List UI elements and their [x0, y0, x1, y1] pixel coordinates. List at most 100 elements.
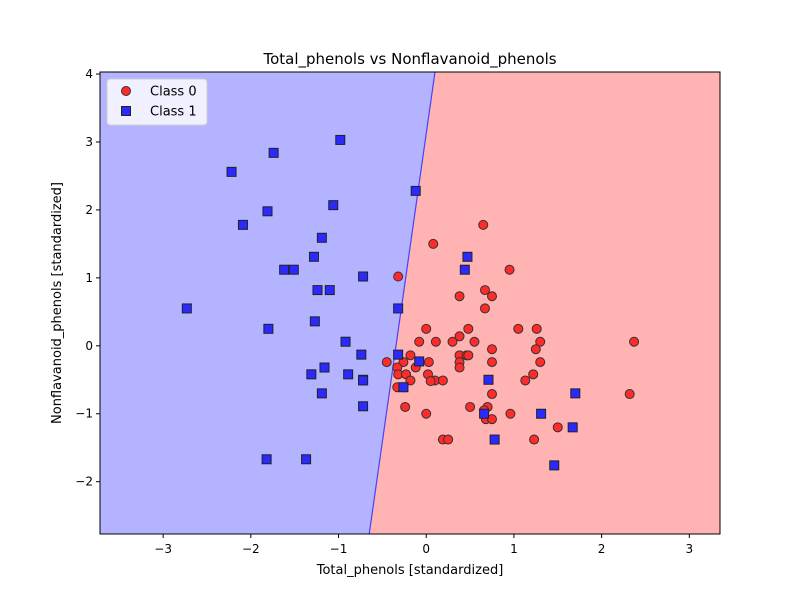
x-tick-label: 0: [422, 542, 430, 556]
class-0-point: [423, 357, 434, 368]
class-0-point: [465, 401, 476, 412]
legend-label: Class 0: [150, 85, 197, 100]
class-1-point: [335, 134, 346, 145]
class-1-point: [316, 232, 327, 243]
class-0-point: [463, 350, 474, 361]
class-0-point: [504, 264, 515, 275]
class-1-point: [279, 264, 290, 275]
class-1-point: [263, 323, 274, 334]
class-1-point: [479, 408, 490, 419]
class-0-point: [624, 389, 635, 400]
class-1-point: [414, 356, 425, 367]
class-0-point: [479, 303, 490, 314]
y-tick-label: 1: [85, 271, 93, 285]
class-1-point: [268, 147, 279, 158]
class-1-point: [358, 375, 369, 386]
class-0-point: [478, 219, 489, 230]
class-0-point: [398, 357, 409, 368]
class-1-point: [181, 303, 192, 314]
legend-marker-class-0: [121, 86, 131, 96]
class-1-point: [489, 434, 500, 445]
class-1-point: [301, 454, 312, 465]
plot-frame: [99, 71, 721, 535]
class-0-point: [421, 408, 432, 419]
class-0-point: [414, 336, 425, 347]
y-tick-label: 2: [85, 203, 93, 217]
class-0-point: [513, 323, 524, 334]
y-axis-ticks: −2 −1 0 1 2 3 4: [75, 67, 100, 489]
class-0-point: [421, 323, 432, 334]
class-1-point: [398, 382, 409, 393]
class-1-point: [324, 285, 335, 296]
class-1-point: [308, 251, 319, 262]
class-0-point: [531, 323, 542, 334]
class-1-point: [358, 401, 369, 412]
decision-regions: [100, 72, 720, 534]
x-tick-label: −3: [154, 542, 172, 556]
class-0-point: [479, 285, 490, 296]
class-1-point: [358, 271, 369, 282]
y-axis-label: Nonflavanoid_phenols [standardized]: [50, 182, 65, 424]
class-1-point: [328, 200, 339, 211]
class-0-point: [535, 357, 546, 368]
class-1-point: [393, 303, 404, 314]
legend: Class 0 Class 1: [106, 78, 208, 126]
class-1-point: [570, 388, 581, 399]
class-0-point: [552, 422, 563, 433]
legend-box: [106, 78, 208, 126]
class-0-point: [443, 434, 454, 445]
class-1-point: [226, 166, 237, 177]
class-0-point: [535, 336, 546, 347]
class-0-point: [437, 375, 448, 386]
class-0-point: [486, 389, 497, 400]
class-1-point: [316, 388, 327, 399]
class-1-point: [483, 374, 494, 385]
y-tick-label: −1: [75, 407, 93, 421]
class-0-point: [447, 336, 458, 347]
class-0-point: [529, 434, 540, 445]
class-0-point: [486, 357, 497, 368]
class-1-point: [319, 362, 330, 373]
class-1-point: [237, 219, 248, 230]
chart-title: Total_phenols vs Nonflavanoid_phenols: [262, 50, 556, 69]
class-1-point: [262, 206, 273, 217]
decision-boundary: [368, 72, 436, 534]
class-0-point: [454, 331, 465, 342]
class-1-point: [343, 369, 354, 380]
class-1-point: [549, 460, 560, 471]
class-0-point: [454, 362, 465, 373]
class-1-point: [567, 422, 578, 433]
class-0-point: [486, 291, 497, 302]
x-axis-ticks: −3 −2 −1 0 1 2 3: [154, 534, 693, 556]
class-0-point: [505, 408, 516, 419]
x-tick-label: −1: [330, 542, 348, 556]
region-class-0: [369, 72, 720, 534]
region-class-1: [100, 72, 435, 534]
x-tick-label: 3: [685, 542, 693, 556]
class-1-point: [288, 264, 299, 275]
class-1-point: [536, 408, 547, 419]
class-0-point: [528, 369, 539, 380]
class-0-point: [400, 401, 411, 412]
class-0-point: [430, 336, 441, 347]
class-1-point: [462, 251, 473, 262]
y-tick-label: −2: [75, 475, 93, 489]
class-1-point: [356, 349, 367, 360]
class-1-point: [306, 369, 317, 380]
class-0-point: [530, 344, 541, 355]
class-1-point: [340, 336, 351, 347]
data-points: [181, 134, 640, 471]
x-tick-label: 1: [510, 542, 518, 556]
class-0-point: [454, 291, 465, 302]
x-axis-label: Total_phenols [standardized]: [316, 563, 504, 578]
class-0-point: [486, 414, 497, 425]
y-tick-label: 3: [85, 135, 93, 149]
y-tick-label: 4: [85, 67, 93, 81]
class-0-point: [425, 376, 436, 387]
class-1-point: [261, 454, 272, 465]
class-1-point: [309, 316, 320, 327]
class-0-point: [486, 344, 497, 355]
class-0-point: [393, 271, 404, 282]
legend-label: Class 1: [150, 105, 197, 120]
